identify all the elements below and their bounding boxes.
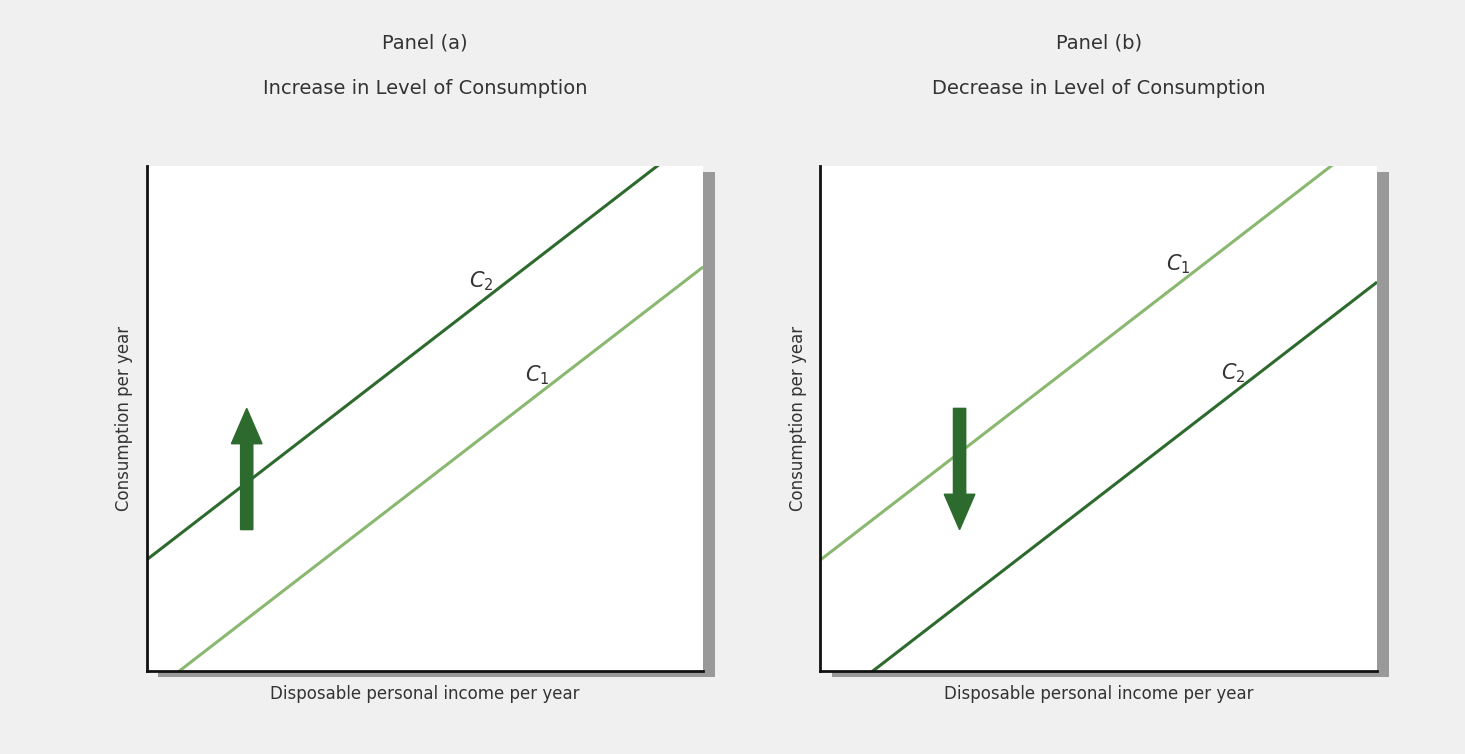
X-axis label: Disposable personal income per year: Disposable personal income per year	[943, 685, 1254, 703]
Text: Panel (b): Panel (b)	[1056, 34, 1141, 53]
X-axis label: Disposable personal income per year: Disposable personal income per year	[270, 685, 580, 703]
FancyArrow shape	[945, 409, 974, 529]
Y-axis label: Consumption per year: Consumption per year	[788, 326, 807, 511]
Text: Panel (a): Panel (a)	[382, 34, 467, 53]
Text: Decrease in Level of Consumption: Decrease in Level of Consumption	[932, 79, 1266, 98]
Text: $C_2$: $C_2$	[1222, 361, 1245, 385]
Text: $C_1$: $C_1$	[524, 363, 549, 387]
Text: $C_2$: $C_2$	[469, 270, 494, 293]
Text: Increase in Level of Consumption: Increase in Level of Consumption	[262, 79, 587, 98]
FancyArrow shape	[231, 409, 262, 529]
Text: $C_1$: $C_1$	[1166, 253, 1190, 276]
Y-axis label: Consumption per year: Consumption per year	[114, 326, 133, 511]
